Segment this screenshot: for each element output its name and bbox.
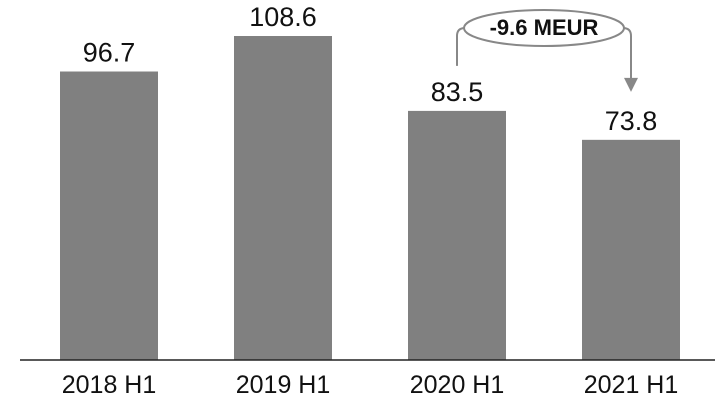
- bars-group: [60, 36, 680, 361]
- bar-2020-h1: [408, 110, 506, 361]
- annotation-bubble: [463, 9, 625, 47]
- category-label: 2018 H1: [62, 371, 157, 399]
- bar-2021-h1: [582, 139, 680, 360]
- category-label: 2020 H1: [410, 371, 505, 399]
- value-label: 83.5: [431, 77, 484, 107]
- value-labels-group: 96.7 108.6 83.5 73.8: [83, 2, 658, 136]
- value-label: 73.8: [605, 106, 658, 136]
- annotation-text: -9.6 MEUR: [490, 15, 599, 40]
- bar-2019-h1: [234, 36, 332, 360]
- value-label: 96.7: [83, 38, 136, 68]
- change-annotation: -9.6 MEUR: [456, 9, 638, 92]
- bar-2018-h1: [60, 71, 158, 361]
- category-labels-group: 2018 H1 2019 H1 2020 H1 2021 H1: [62, 371, 679, 399]
- category-label: 2021 H1: [584, 371, 679, 399]
- category-label: 2019 H1: [236, 371, 331, 399]
- annotation-arrowhead: [624, 77, 638, 92]
- value-label: 108.6: [249, 2, 317, 32]
